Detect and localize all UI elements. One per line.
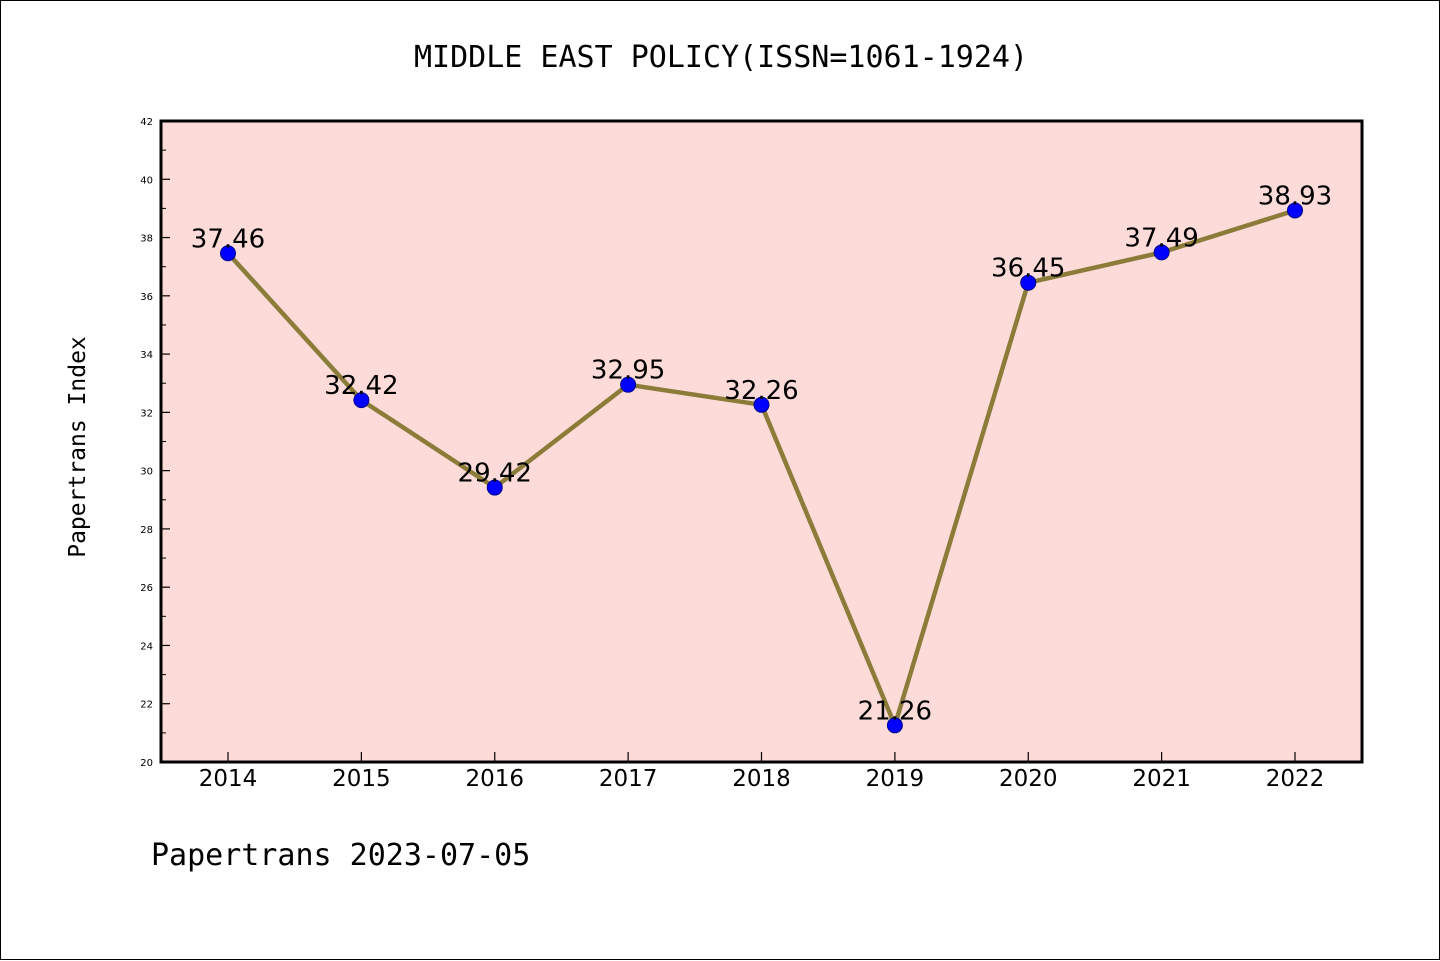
data-label: 36.45: [991, 254, 1065, 284]
y-tick-label: 34: [140, 350, 153, 361]
data-label: 37.46: [191, 224, 265, 254]
data-point: [620, 376, 637, 393]
y-tick-label: 20: [140, 758, 153, 769]
x-tick-label: 2015: [332, 766, 391, 792]
data-label: 32.42: [324, 371, 398, 401]
y-tick-label: 32: [140, 408, 153, 419]
x-tick-label: 2018: [732, 766, 791, 792]
data-point: [886, 717, 903, 734]
x-tick-label: 2020: [999, 766, 1058, 792]
data-labels: 37.46 32.42 29.42 32.95 32.26 21.26 36.45 37.49…: [191, 181, 1332, 726]
data-point: [220, 245, 236, 262]
data-label: 32.26: [724, 376, 798, 406]
data-point: [1020, 274, 1037, 291]
y-tick-label: 40: [140, 175, 153, 186]
series-markers: [220, 202, 1303, 734]
data-label: 38.93: [1258, 181, 1332, 211]
y-tick-label: 24: [140, 641, 153, 652]
y-tick-label: 36: [140, 292, 153, 303]
data-point: [1153, 244, 1170, 261]
y-tick-label: 30: [140, 467, 153, 478]
chart-title: MIDDLE EAST POLICY(ISSN=1061-1924): [414, 40, 1028, 75]
y-tick-label: 26: [140, 583, 153, 594]
y-tick-label: 22: [140, 700, 153, 711]
x-axis: 2014 2015 2016 2017 2018 2019 2020 2021 2022: [199, 752, 1325, 792]
footer-text: Papertrans 2023-07-05: [151, 838, 530, 873]
data-label: 32.95: [591, 356, 665, 386]
data-label: 29.42: [458, 459, 532, 489]
data-point: [486, 479, 503, 496]
x-tick-label: 2022: [1266, 766, 1325, 792]
plot-area: [161, 121, 1362, 762]
data-point: [353, 392, 370, 409]
x-tick-label: 2021: [1132, 766, 1191, 792]
y-axis-label: Papertrans Index: [65, 336, 91, 558]
y-axis: 20 22 24 26 28 30 32 34 36 38 40 42: [140, 117, 170, 769]
y-tick-label: 28: [140, 525, 153, 536]
data-label: 21.26: [858, 696, 932, 726]
x-tick-label: 2017: [599, 766, 658, 792]
data-point: [753, 396, 770, 413]
data-label: 37.49: [1124, 223, 1198, 253]
y-tick-label: 42: [140, 117, 153, 128]
x-tick-label: 2019: [866, 766, 925, 792]
x-tick-label: 2014: [199, 766, 258, 792]
data-point: [1287, 202, 1303, 219]
plot-border: [159, 119, 1364, 764]
x-tick-label: 2016: [465, 766, 524, 792]
y-tick-label: 38: [140, 234, 153, 245]
